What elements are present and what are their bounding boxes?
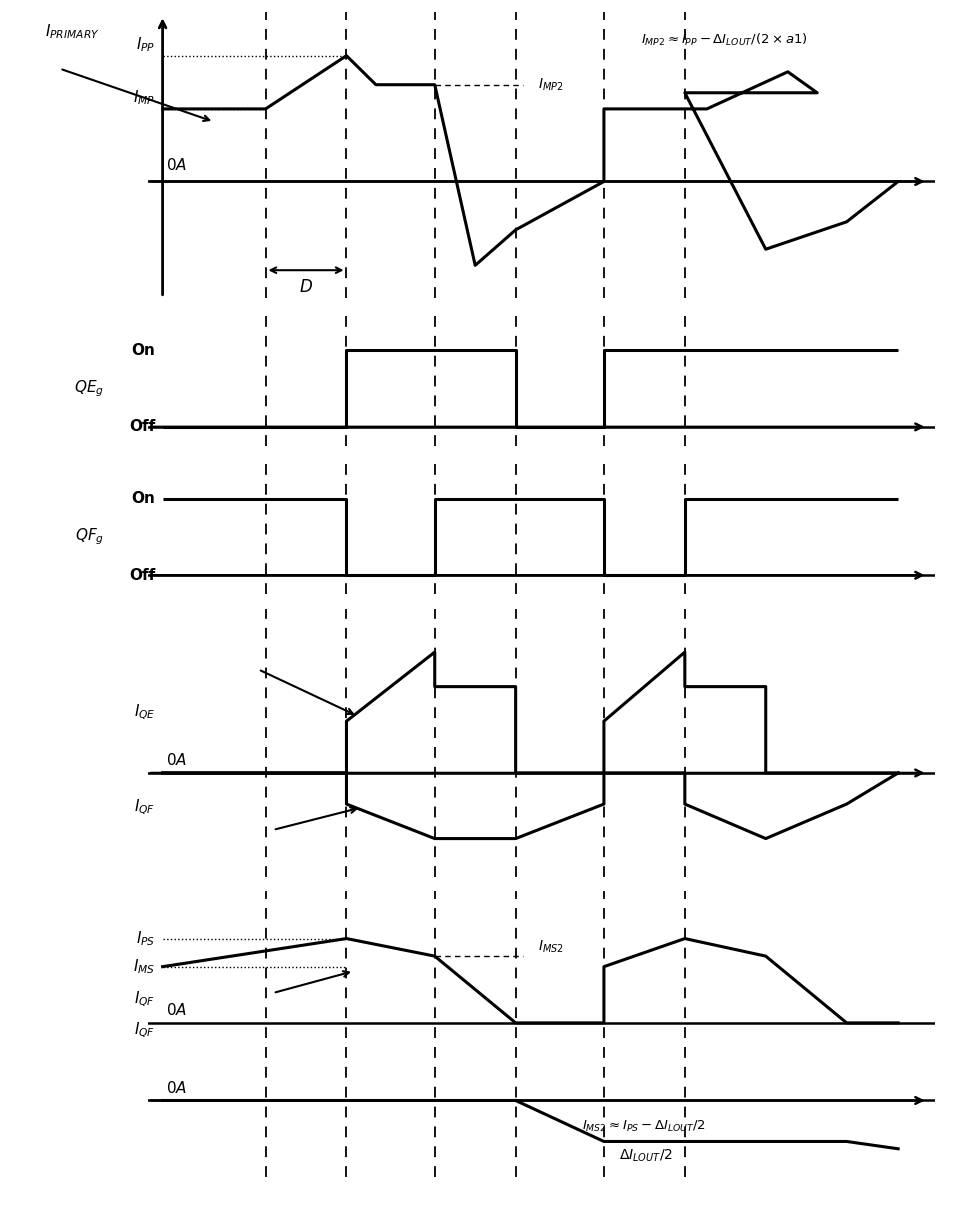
Text: $I_{QF}$: $I_{QF}$ [134,990,155,1008]
Text: $I_{MP2} \approx I_{PP} - \Delta I_{LOUT}/(2 \times a1)$: $I_{MP2} \approx I_{PP} - \Delta I_{LOUT… [640,32,806,47]
Text: $0A$: $0A$ [166,158,187,173]
Text: $I_{MS2} \approx I_{PS} - \Delta I_{LOUT}/2$: $I_{MS2} \approx I_{PS} - \Delta I_{LOUT… [581,1120,705,1134]
Text: Off: Off [129,420,155,434]
Text: $I_{PP}$: $I_{PP}$ [135,35,155,55]
Text: $0A$: $0A$ [166,752,187,768]
Text: $D$: $D$ [298,278,313,296]
Text: On: On [132,343,155,358]
Text: $I_{MP2}$: $I_{MP2}$ [537,76,562,93]
Text: $0A$: $0A$ [166,1002,187,1019]
Text: $I_{QE}$: $I_{QE}$ [133,702,155,722]
Text: $I_{QF}$: $I_{QF}$ [134,798,155,818]
Text: $I_{QF}$: $I_{QF}$ [134,1020,155,1040]
Text: On: On [132,491,155,506]
Text: $0A$: $0A$ [166,1080,187,1097]
Text: $I_{MP}$: $I_{MP}$ [133,89,155,107]
Text: $I_{MS}$: $I_{MS}$ [133,957,155,976]
Text: $I_{PRIMARY}$: $I_{PRIMARY}$ [45,22,99,41]
Text: Off: Off [129,568,155,582]
Text: $\Delta I_{LOUT}/2$: $\Delta I_{LOUT}/2$ [618,1147,672,1163]
Text: $I_{MS2}$: $I_{MS2}$ [537,939,563,955]
Text: $QF_g$: $QF_g$ [74,526,104,547]
Text: $I_{PS}$: $I_{PS}$ [135,929,155,947]
Text: $QE_g$: $QE_g$ [73,378,104,399]
